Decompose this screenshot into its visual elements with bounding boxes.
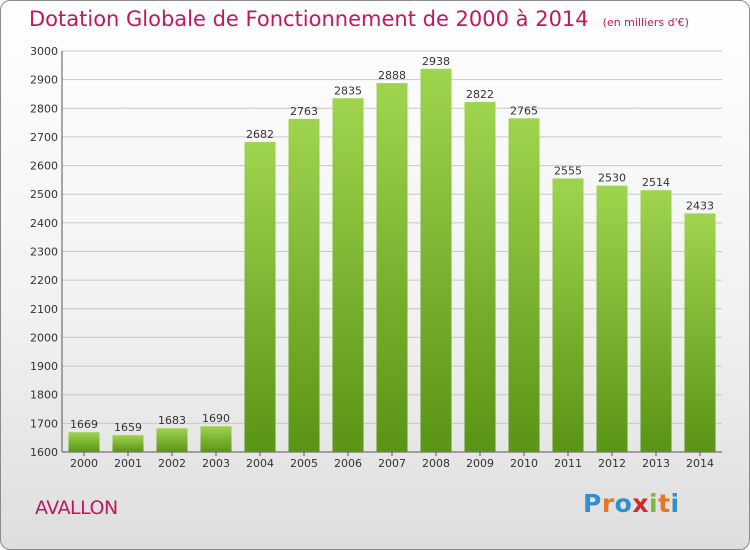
data-label: 2888: [378, 69, 406, 82]
bar: [508, 118, 540, 452]
y-tick-label: 1700: [30, 417, 58, 430]
bar: [596, 185, 628, 452]
logo-letter: t: [658, 489, 671, 518]
data-label: 2530: [598, 172, 626, 185]
x-tick-label: 2001: [114, 457, 142, 470]
x-tick-label: 2011: [554, 457, 582, 470]
x-tick-label: 2006: [334, 457, 362, 470]
x-tick-label: 2002: [158, 457, 186, 470]
y-tick-label: 2400: [30, 217, 58, 230]
chart-title-main: Dotation Globale de Fonctionnement de 20…: [29, 7, 589, 31]
x-tick-label: 2004: [246, 457, 274, 470]
chart-title-unit: (en milliers d'€): [602, 16, 689, 29]
bar: [156, 428, 188, 452]
bar: [420, 68, 452, 452]
bar: [640, 190, 672, 452]
data-label: 2433: [686, 199, 714, 212]
chart-title: Dotation Globale de Fonctionnement de 20…: [29, 7, 689, 31]
proxiti-logo: Proxiti: [583, 489, 680, 518]
bar: [200, 426, 232, 452]
y-tick-label: 2000: [30, 331, 58, 344]
y-tick-label: 2500: [30, 188, 58, 201]
data-label: 2763: [290, 105, 318, 118]
y-tick-label: 2300: [30, 246, 58, 259]
logo-letter: x: [632, 489, 649, 518]
logo-letter: i: [649, 489, 659, 518]
y-tick-label: 2700: [30, 131, 58, 144]
bar: [288, 118, 320, 452]
data-label: 2682: [246, 128, 274, 141]
bar: [552, 178, 584, 453]
x-tick-label: 2007: [378, 457, 406, 470]
logo-letter: i: [670, 489, 680, 518]
x-tick-label: 2009: [466, 457, 494, 470]
data-label: 2835: [334, 84, 362, 97]
y-tick-label: 1900: [30, 360, 58, 373]
x-tick-label: 2014: [686, 457, 714, 470]
bar: [684, 213, 716, 452]
x-tick-label: 2008: [422, 457, 450, 470]
y-tick-label: 3000: [30, 45, 58, 58]
x-tick-label: 2013: [642, 457, 670, 470]
bar: [332, 98, 364, 452]
data-label: 1659: [114, 421, 142, 434]
y-tick-label: 2900: [30, 74, 58, 87]
data-label: 1669: [70, 418, 98, 431]
y-tick-label: 1600: [30, 446, 58, 459]
bar: [112, 435, 144, 452]
data-label: 1683: [158, 414, 186, 427]
y-tick-label: 2800: [30, 102, 58, 115]
data-label: 2514: [642, 176, 670, 189]
y-tick-label: 2600: [30, 160, 58, 173]
data-label: 2822: [466, 88, 494, 101]
logo-letter: o: [614, 489, 633, 518]
bar: [68, 432, 100, 452]
data-label: 2765: [510, 104, 538, 117]
data-label: 1690: [202, 412, 230, 425]
bar: [376, 83, 408, 452]
y-tick-label: 1800: [30, 389, 58, 402]
bar: [464, 101, 496, 452]
x-tick-label: 2005: [290, 457, 318, 470]
y-tick-label: 2200: [30, 274, 58, 287]
x-tick-label: 2010: [510, 457, 538, 470]
y-tick-label: 2100: [30, 303, 58, 316]
logo-letter: r: [601, 489, 615, 518]
data-label: 2555: [554, 164, 582, 177]
commune-name: AVALLON: [35, 497, 118, 519]
x-tick-label: 2000: [70, 457, 98, 470]
x-tick-label: 2012: [598, 457, 626, 470]
logo-letter: P: [583, 489, 602, 518]
bar: [244, 142, 276, 452]
data-label: 2938: [422, 55, 450, 68]
x-tick-label: 2003: [202, 457, 230, 470]
